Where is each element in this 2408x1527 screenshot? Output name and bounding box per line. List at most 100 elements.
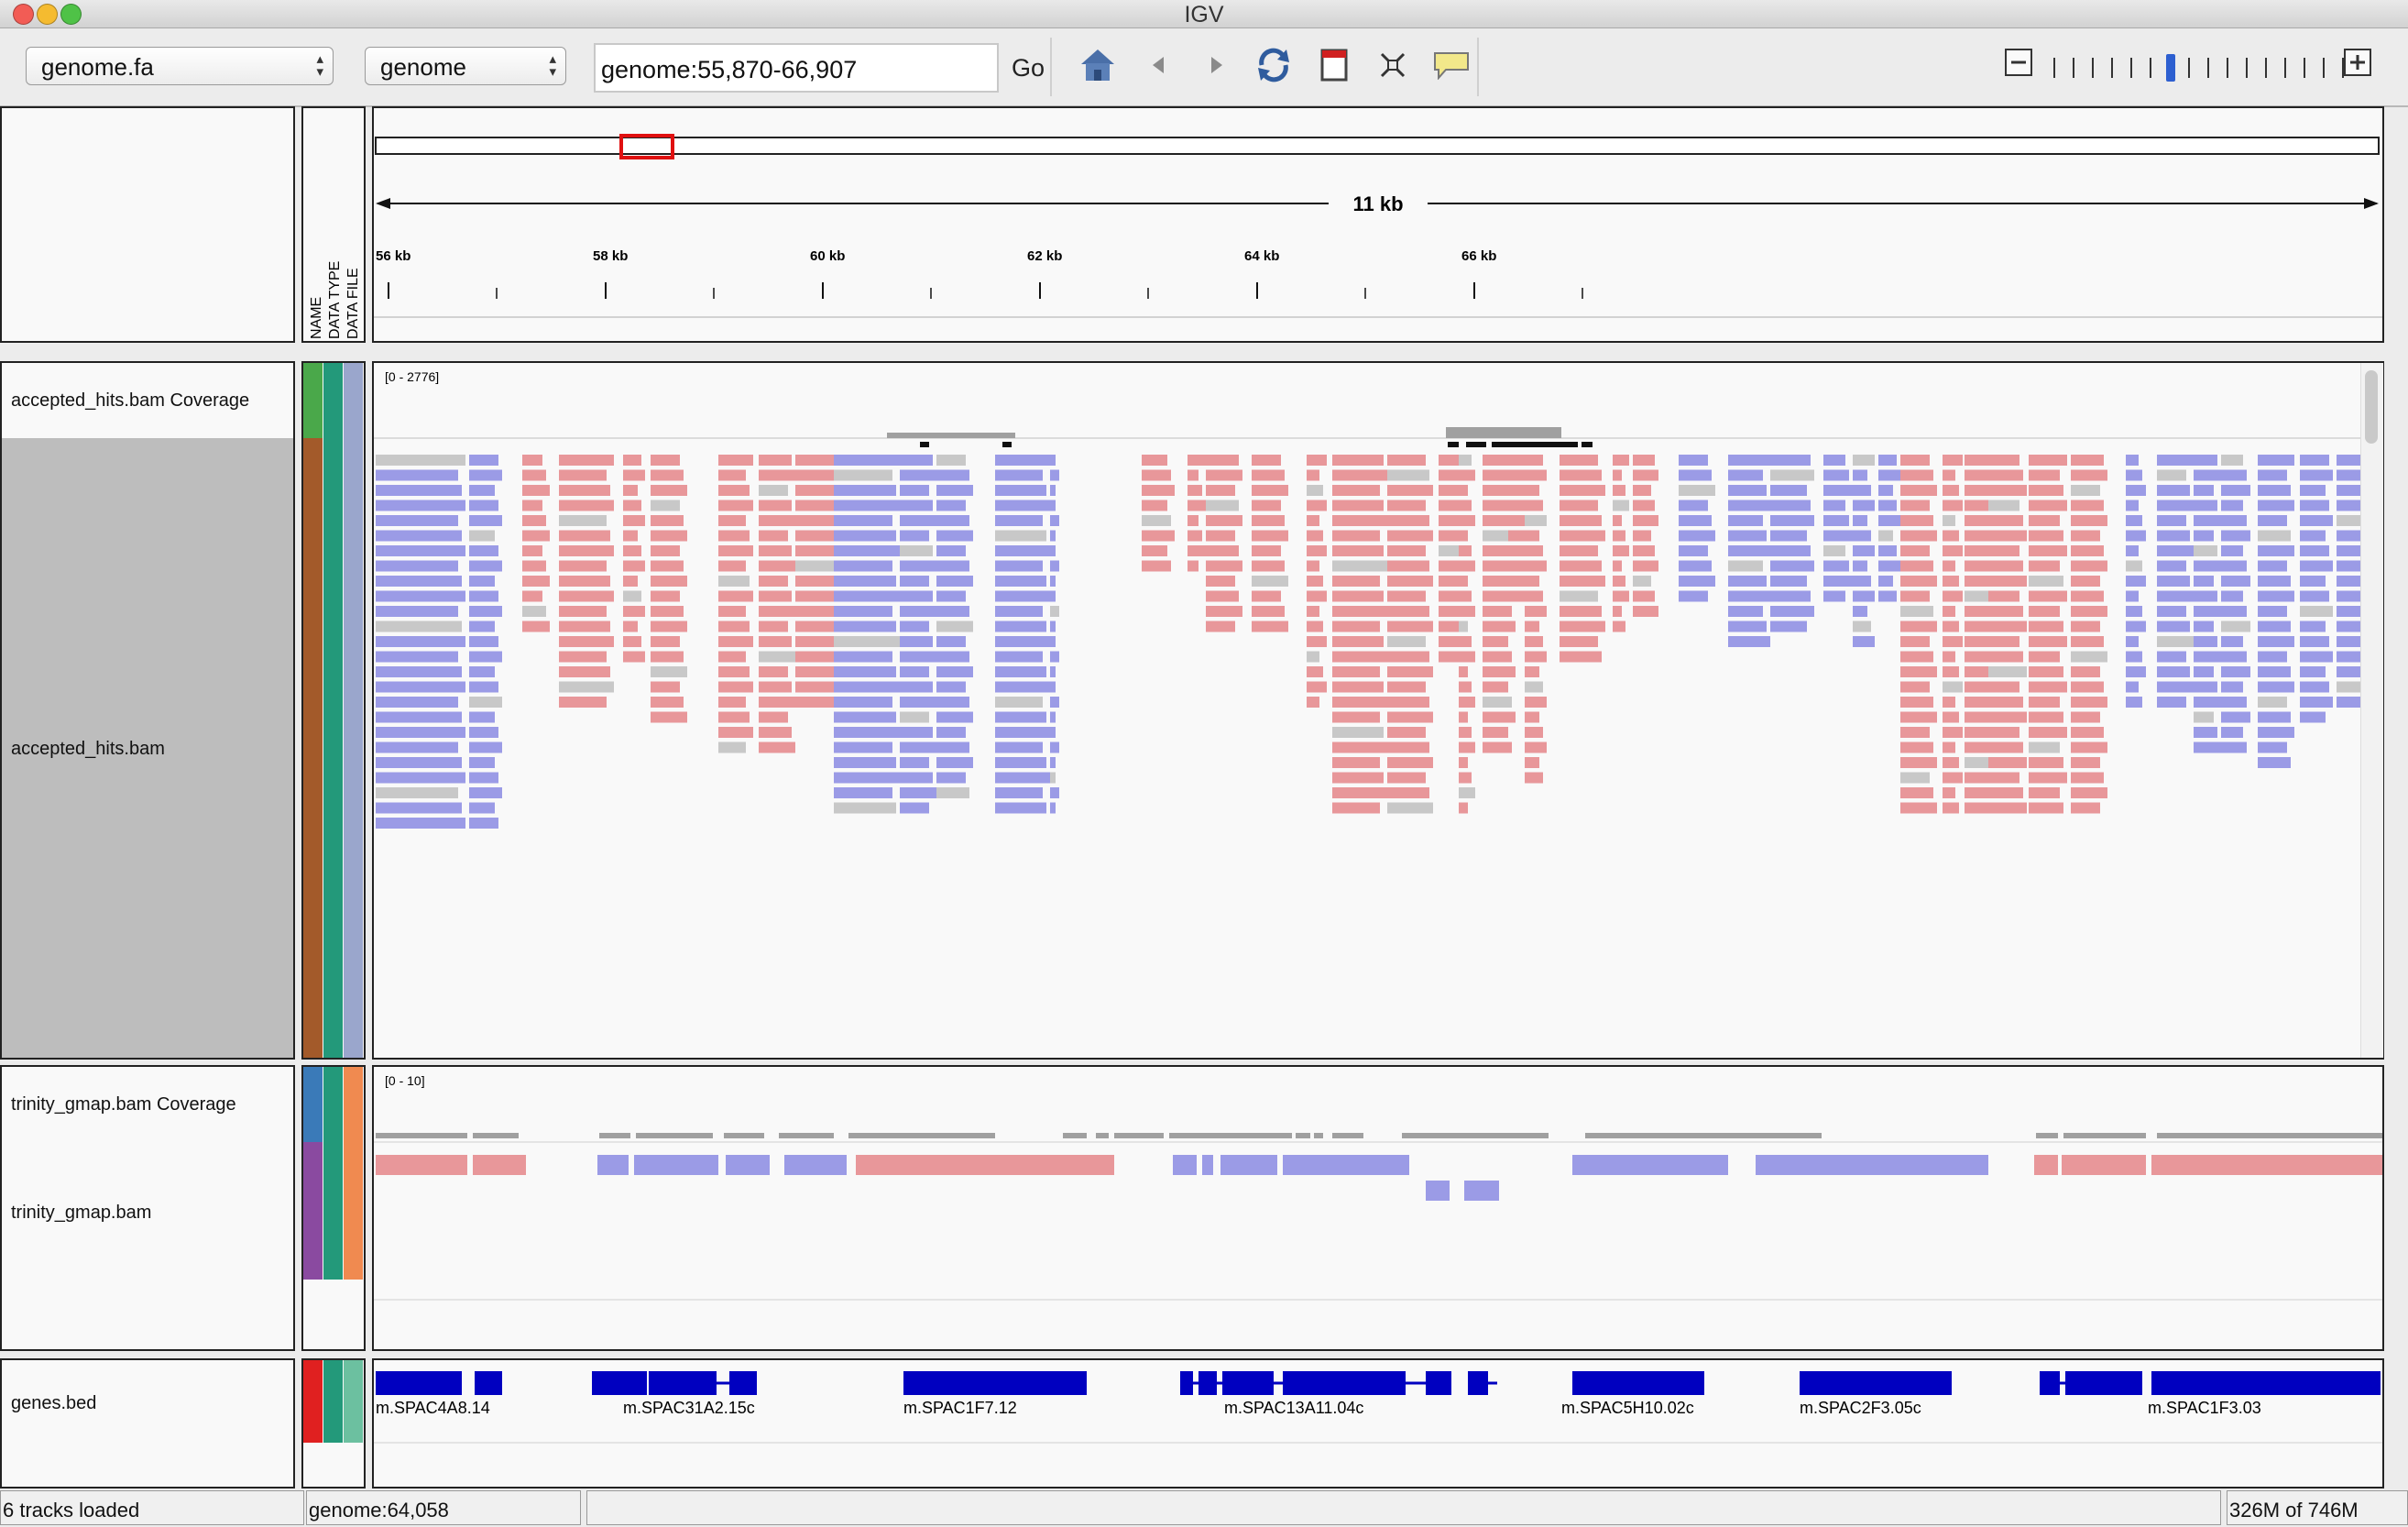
read: [2258, 727, 2294, 738]
read: [559, 636, 614, 647]
status-bar: 6 tracks loaded genome:64,058 326M of 74…: [0, 1489, 2408, 1527]
coverage-track[interactable]: [887, 427, 1593, 447]
read: [1943, 515, 1955, 526]
attribute-cell[interactable]: [344, 1360, 363, 1443]
read: [2221, 606, 2247, 617]
genes-attribute-cells[interactable]: [303, 1360, 364, 1443]
read: [2221, 530, 2250, 542]
read: [2221, 697, 2247, 708]
attribute-cell[interactable]: [344, 1142, 363, 1280]
coverage-mark: [920, 442, 929, 447]
read: [1387, 651, 1429, 663]
forward-icon[interactable]: [1197, 45, 1237, 85]
gmap-alignment: [376, 1155, 467, 1175]
read: [2029, 530, 2063, 542]
fit-icon[interactable]: [1373, 45, 1413, 85]
read: [995, 590, 1050, 602]
read: [1142, 469, 1171, 481]
read: [376, 651, 458, 663]
read: [1206, 515, 1242, 526]
zoom-in-icon[interactable]: [2342, 47, 2373, 78]
read: [2029, 469, 2060, 481]
read: [1943, 711, 1959, 723]
attribute-cell[interactable]: [303, 1360, 323, 1443]
read: [1728, 590, 1770, 602]
close-window-button[interactable]: [13, 4, 34, 25]
read: [2157, 651, 2186, 663]
chromosome-ideogram[interactable]: [375, 137, 2380, 155]
read: [2221, 621, 2250, 632]
track-name-gmap[interactable]: trinity_gmap.bam: [11, 1203, 152, 1223]
gmap-alignments[interactable]: [376, 1155, 2382, 1201]
read: [900, 636, 933, 647]
read: [1459, 742, 1475, 753]
read: [376, 727, 465, 738]
read: [1823, 545, 1845, 556]
alignment-scrollbar[interactable]: [2360, 363, 2383, 1058]
gene-features[interactable]: [376, 1371, 2381, 1395]
genome-select[interactable]: genome.fa ▴ ▾: [26, 47, 334, 85]
attribute-cell[interactable]: [323, 363, 343, 438]
locus-input[interactable]: genome:55,870-66,907: [594, 43, 999, 93]
gmap-attribute-cells[interactable]: [303, 1142, 364, 1280]
read: [1853, 576, 1871, 587]
track-name-coverage[interactable]: accepted_hits.bam Coverage: [11, 390, 250, 411]
read: [1770, 545, 1811, 556]
read: [2194, 711, 2214, 723]
read: [1853, 485, 1871, 496]
zoom-slider[interactable]: [2049, 52, 2360, 83]
home-icon[interactable]: [1078, 45, 1118, 85]
alignment-reads[interactable]: [376, 455, 2373, 829]
go-button[interactable]: Go: [1012, 54, 1045, 82]
attribute-cell[interactable]: [344, 438, 363, 1058]
track-name-alignments[interactable]: accepted_hits.bam: [11, 739, 165, 759]
read: [2258, 515, 2287, 526]
track-name-genes[interactable]: genes.bed: [11, 1393, 97, 1413]
read: [995, 469, 1043, 481]
read: [834, 727, 900, 738]
read: [1307, 455, 1327, 466]
read: [1050, 787, 1059, 798]
gmap-coverage-attribute-cells[interactable]: [303, 1067, 364, 1142]
attribute-cell[interactable]: [323, 1360, 343, 1443]
attribute-cell[interactable]: [303, 438, 323, 1058]
zoom-out-icon[interactable]: [2003, 47, 2034, 78]
gene-label: m.SPAC13A11.04c: [1224, 1399, 1363, 1417]
attribute-cell[interactable]: [323, 438, 343, 1058]
read: [1613, 560, 1622, 572]
back-icon[interactable]: [1138, 45, 1178, 85]
attribute-cell[interactable]: [344, 363, 363, 438]
read: [651, 711, 687, 723]
gene-exon: [2151, 1371, 2381, 1395]
read: [2071, 711, 2100, 723]
track-name-gmap-coverage[interactable]: trinity_gmap.bam Coverage: [11, 1094, 236, 1115]
read: [1483, 711, 1516, 723]
scroll-thumb[interactable]: [2365, 370, 2378, 444]
minimize-window-button[interactable]: [37, 4, 58, 25]
refresh-icon[interactable]: [1253, 45, 1294, 85]
read: [2126, 697, 2142, 708]
read: [623, 455, 641, 466]
ruler-panel[interactable]: 11 kb 56 kb 58 kb 60 kb 62 kb 64 kb 66 kb: [372, 106, 2384, 343]
read: [900, 772, 933, 784]
attribute-cell[interactable]: [303, 1067, 323, 1142]
read: [2071, 469, 2107, 481]
alignment-attribute-cells[interactable]: [303, 438, 364, 1058]
attribute-cell[interactable]: [303, 1142, 323, 1280]
gmap-coverage-track[interactable]: [376, 1133, 2382, 1138]
read: [2126, 545, 2139, 556]
attribute-cell[interactable]: [323, 1142, 343, 1280]
attribute-cell[interactable]: [303, 363, 323, 438]
read: [522, 606, 546, 617]
zoom-window-button[interactable]: [60, 4, 82, 25]
read: [834, 742, 892, 753]
roi-icon[interactable]: [1314, 45, 1354, 85]
attribute-cell[interactable]: [344, 1067, 363, 1142]
coverage-attribute-cells[interactable]: [303, 363, 364, 438]
chromosome-select[interactable]: genome ▴ ▾: [365, 47, 566, 85]
read: [469, 545, 498, 556]
read: [1307, 500, 1327, 511]
read: [1483, 469, 1512, 481]
popup-icon[interactable]: [1431, 45, 1472, 85]
attribute-cell[interactable]: [323, 1067, 343, 1142]
